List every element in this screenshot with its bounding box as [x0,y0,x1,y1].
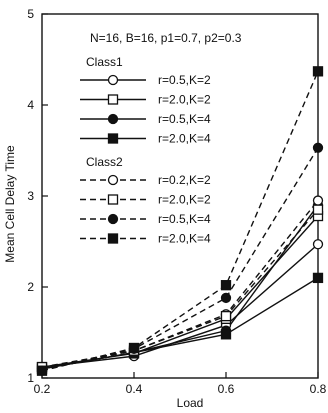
legend-marker [107,94,119,105]
legend-label: r=0.5,K=4 [158,112,211,126]
y-tick-label: 3 [27,189,34,203]
series-line-2-1 [41,200,319,370]
legend-marker [107,174,119,186]
y-tick-label: 1 [27,371,34,385]
legend: Class1 r=0.5,K=2 r=2.0,K=2 r=0.5,K=4 r=2.0,K… [80,55,211,246]
y-axis-label: Mean Cell Delay Time [3,145,17,263]
series-line-1-1 [41,243,319,368]
legend-marker [107,113,119,125]
legend-label: r=0.5,K=2 [158,73,211,87]
data-point [220,310,232,322]
legend-label: r=0.5,K=4 [158,212,211,226]
x-axis-label: Load [177,396,204,410]
x-tick-label: 0.8 [310,382,327,396]
series-lines [41,71,319,372]
data-point [36,365,48,376]
legend-marker [107,213,119,225]
data-point [312,66,324,77]
data-point [220,329,232,340]
legend-marker [107,133,119,144]
x-tick-label: 0.2 [34,382,51,396]
x-tick-label: 0.4 [126,382,143,396]
data-point [312,239,324,250]
legend-label: r=2.0,K=2 [158,93,211,107]
legend-group-title: Class1 [86,55,123,69]
legend-label: r=2.0,K=4 [158,132,211,146]
legend-label: r=2.0,K=2 [158,193,211,207]
y-tick-label: 4 [27,98,34,112]
legend-label: r=2.0,K=4 [158,232,211,246]
x-tick-label: 0.6 [218,382,235,396]
series-markers [36,66,324,376]
legend-label: r=0.2,K=2 [158,173,211,187]
series-line-2-4 [41,71,319,372]
legend-group-title: Class2 [86,155,123,169]
data-point [128,342,140,354]
data-point [312,204,324,215]
data-point [220,280,232,291]
data-point [312,142,324,153]
data-point [312,272,324,284]
series-line-2-2 [41,209,319,368]
legend-marker [107,233,119,244]
data-point [220,292,232,304]
legend-marker [107,74,119,86]
legend-marker [107,194,119,205]
y-tick-label: 5 [27,7,34,21]
chart-annotation: N=16, B=16, p1=0.7, p2=0.3 [90,31,242,45]
y-tick-label: 2 [27,280,34,294]
series-line-1-3 [41,204,319,370]
series-line-1-4 [41,277,319,370]
data-point [312,195,324,206]
